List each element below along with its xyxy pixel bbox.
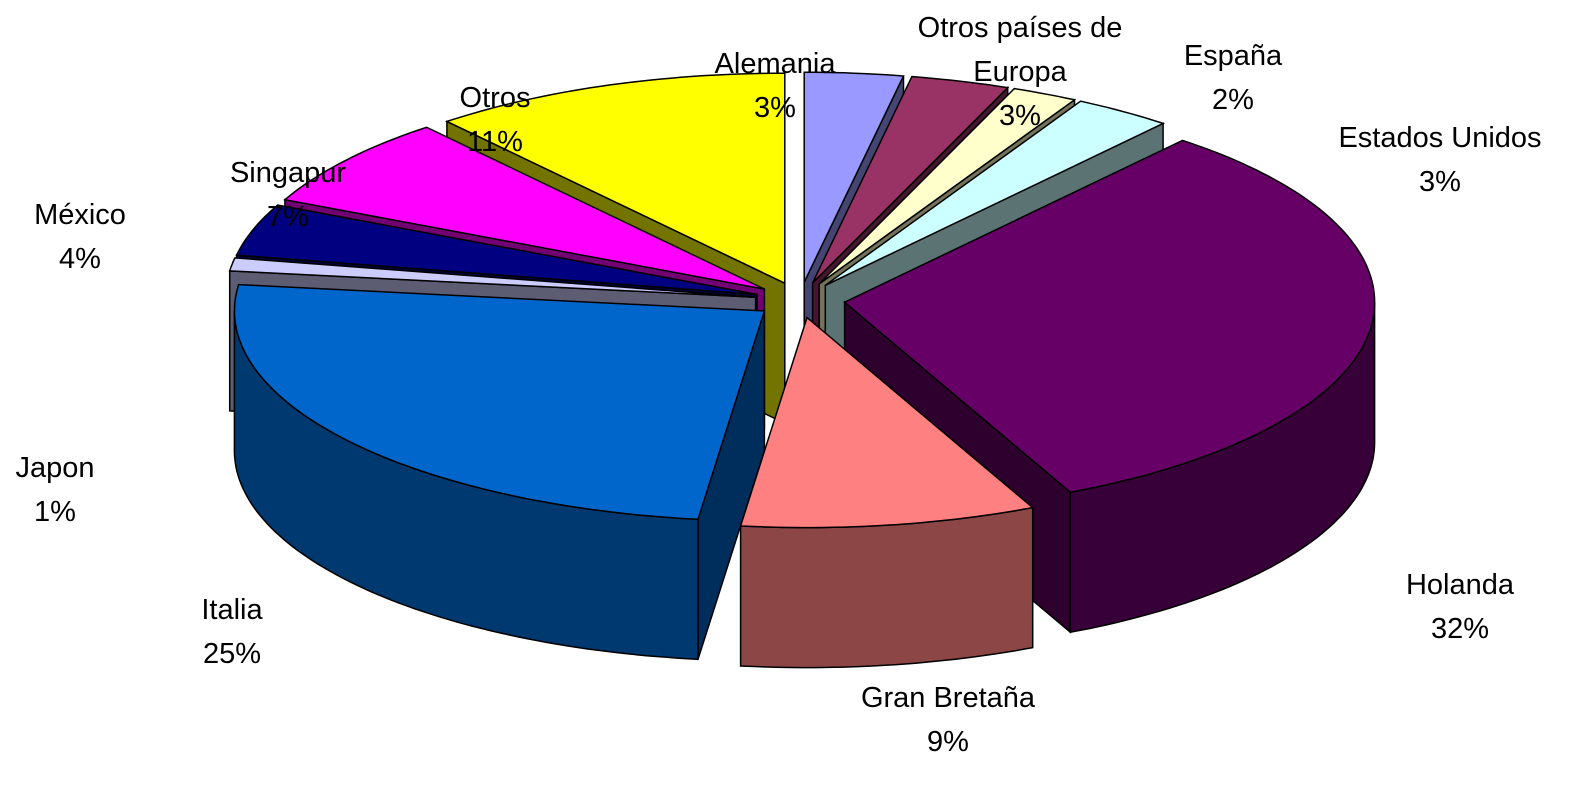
slice-top <box>824 100 1166 286</box>
value-label: 3% <box>999 100 1041 132</box>
value-label: 25% <box>202 638 262 670</box>
data-label: Italia 25% <box>107 588 357 676</box>
value-label: 9% <box>927 726 969 758</box>
data-label: Estados Unidos 3% <box>1315 116 1565 204</box>
category-label: México <box>34 199 126 231</box>
slice-top <box>843 139 1376 494</box>
value-label: 3% <box>754 92 796 124</box>
category-label: Italia <box>201 594 263 626</box>
category-label: Alemania <box>714 48 836 80</box>
slice-top <box>283 126 765 290</box>
data-label: Holanda 32% <box>1335 563 1585 651</box>
data-label: Singapur 7% <box>163 151 413 239</box>
data-label: España 2% <box>1108 34 1358 122</box>
slice <box>233 283 766 661</box>
value-label: 3% <box>1419 166 1461 198</box>
data-label: Otros 11% <box>370 76 620 164</box>
category-label: Japon <box>15 452 95 484</box>
slice-top <box>811 75 1010 284</box>
category-label: Estados Unidos <box>1338 122 1542 154</box>
value-label: 7% <box>267 201 309 233</box>
value-label: 11% <box>467 126 523 158</box>
slice-top <box>444 72 786 285</box>
slice-wall <box>739 506 1034 669</box>
category-label: Holanda <box>1405 569 1515 601</box>
data-label: Otros países de Europa 3% <box>895 6 1145 138</box>
slice-top <box>233 283 766 521</box>
data-label: Alemania 3% <box>650 42 900 130</box>
slice-top <box>228 257 756 298</box>
category-label: Otros países de Europa <box>917 12 1123 88</box>
category-label: Singapur <box>229 157 347 189</box>
category-label: España <box>1183 40 1283 72</box>
slice-top <box>235 204 758 296</box>
value-label: 2% <box>1212 84 1254 116</box>
data-label: Japon 1% <box>0 446 180 534</box>
category-label: Otros <box>459 82 531 114</box>
slice-top <box>739 316 1035 529</box>
slice-top <box>803 71 905 283</box>
category-label: Gran Bretaña <box>860 682 1036 714</box>
slice <box>739 316 1035 669</box>
slice-top <box>818 87 1077 285</box>
data-label: Gran Bretaña 9% <box>823 676 1073 764</box>
value-label: 1% <box>34 496 76 528</box>
value-label: 4% <box>59 243 101 275</box>
value-label: 32% <box>1430 613 1490 645</box>
data-label: México 4% <box>0 193 205 281</box>
